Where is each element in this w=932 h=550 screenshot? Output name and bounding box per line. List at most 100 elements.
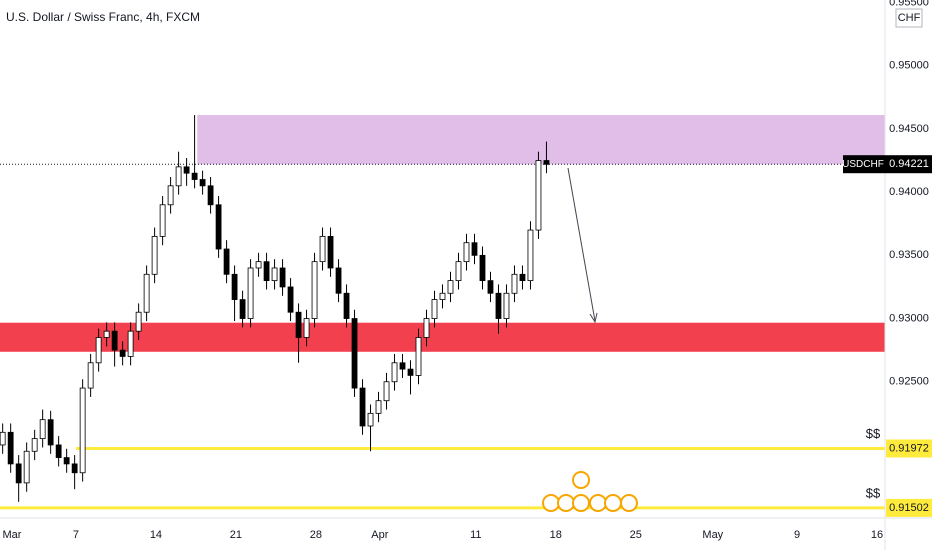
- y-tick-label: 0.94500: [889, 123, 929, 135]
- y-tick-label: 0.93500: [889, 249, 929, 261]
- candle-body: [183, 166, 190, 174]
- level-note: $$: [866, 426, 881, 441]
- x-tick-label: 14: [150, 529, 162, 541]
- x-tick-label: 11: [470, 529, 481, 541]
- candle-body: [311, 261, 318, 319]
- level-tag: [886, 498, 932, 517]
- candle-body: [151, 235, 158, 275]
- candle-body: [463, 242, 470, 263]
- candle-body: [191, 172, 198, 180]
- x-tick-label: 25: [630, 529, 642, 541]
- level-label: 0.91972: [889, 442, 929, 454]
- candle-body: [455, 261, 462, 282]
- candle-body: [383, 381, 390, 402]
- candle-body: [511, 273, 518, 294]
- y-tick-label: 0.95000: [889, 60, 929, 72]
- x-tick-label: 18: [550, 529, 562, 541]
- candle-body: [175, 166, 182, 187]
- level-tag: [886, 439, 932, 458]
- y-tick-label: 0.95500: [889, 0, 929, 8]
- arrow: [567, 167, 596, 322]
- candle-body: [7, 431, 14, 465]
- candle-body: [199, 179, 206, 187]
- candle-body: [335, 267, 342, 294]
- candle-body: [391, 362, 398, 383]
- candle-body: [367, 412, 374, 427]
- candle-body: [0, 431, 6, 446]
- candle-body: [303, 318, 310, 338]
- candle-body: [223, 248, 230, 275]
- level-note: $$: [866, 485, 881, 500]
- candle-body: [135, 311, 142, 332]
- candle-body: [31, 438, 38, 452]
- zone: [197, 115, 885, 165]
- last-price-symbol: USDCHF: [842, 159, 884, 170]
- candle-body: [63, 457, 70, 465]
- candle-body: [215, 204, 222, 250]
- candle-body: [167, 185, 174, 206]
- level-label: 0.91502: [889, 502, 929, 514]
- candle-body: [255, 261, 262, 269]
- candle-body: [23, 450, 30, 484]
- candle-body: [319, 235, 326, 263]
- candle-body: [439, 292, 446, 300]
- candle-body: [127, 330, 134, 357]
- y-tick-label: 0.93000: [889, 312, 929, 324]
- candle-body: [343, 292, 350, 319]
- last-price-tag: [843, 155, 932, 174]
- candle-body: [231, 273, 238, 300]
- candle-body: [503, 292, 510, 319]
- x-tick-label: 7: [73, 529, 79, 541]
- candle-body: [95, 337, 102, 364]
- candle-body: [119, 349, 126, 357]
- candle-body: [431, 299, 438, 319]
- candle-body: [519, 273, 526, 282]
- y-tick-label: 0.94000: [889, 186, 929, 198]
- last-price-label: 0.94221: [889, 158, 929, 170]
- arrow-head: [589, 312, 598, 324]
- candle-body: [415, 337, 422, 376]
- candle-body: [159, 204, 166, 237]
- candle-body: [423, 318, 430, 338]
- y-tick-label: 0.92500: [889, 376, 929, 388]
- candle-body: [399, 362, 406, 370]
- candle-body: [79, 387, 86, 474]
- candle-body: [207, 185, 214, 206]
- currency-box: [895, 8, 923, 28]
- zone: [0, 322, 885, 352]
- x-tick-label: Mar: [3, 529, 22, 541]
- candle-body: [375, 400, 382, 414]
- candle-body: [55, 444, 62, 458]
- x-tick-label: May: [702, 529, 723, 541]
- x-tick-label: 16: [871, 529, 883, 541]
- candle-body: [39, 419, 46, 440]
- candle-body: [247, 267, 254, 319]
- candle-body: [279, 267, 286, 288]
- candle-body: [543, 160, 550, 165]
- candle-body: [327, 235, 334, 269]
- x-tick-label: 9: [794, 529, 800, 541]
- candle-body: [479, 254, 486, 282]
- candle-body: [295, 311, 302, 338]
- candle-body: [527, 229, 534, 282]
- candle-body: [143, 273, 150, 313]
- currency: CHF: [898, 12, 921, 24]
- x-tick-label: 28: [310, 529, 322, 541]
- chart-title: U.S. Dollar / Swiss Franc, 4h, FXCM: [6, 10, 200, 24]
- candle-body: [535, 160, 542, 231]
- candle-body: [15, 463, 22, 484]
- x-tick-label: Apr: [371, 529, 388, 541]
- candle-body: [287, 286, 294, 313]
- candle-body: [271, 267, 278, 282]
- candle-body: [487, 280, 494, 294]
- x-tick-label: 21: [230, 529, 242, 541]
- candle-body: [111, 330, 118, 351]
- candle-body: [239, 299, 246, 319]
- candle-body: [447, 280, 454, 294]
- candle-body: [471, 242, 478, 256]
- candle-body: [407, 368, 414, 376]
- candle-body: [351, 318, 358, 389]
- candle-body: [359, 387, 366, 427]
- candle-body: [495, 292, 502, 319]
